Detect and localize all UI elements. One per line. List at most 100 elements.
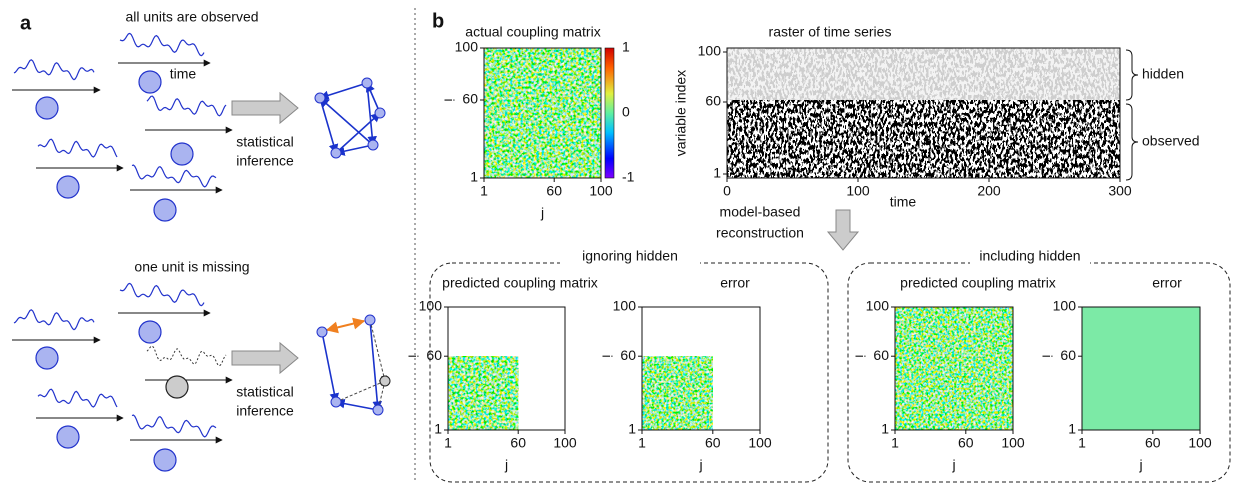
network-edge [325, 317, 366, 334]
time-series [119, 32, 205, 57]
raster-hidden [727, 48, 1120, 100]
x-tick-label: 60 [1145, 435, 1161, 451]
y-tick-label: 1 [628, 421, 636, 437]
y-tick-label: 60 [705, 93, 721, 109]
frame [483, 47, 602, 179]
unit [56, 425, 80, 449]
frame [894, 306, 1014, 431]
x-tick-label: 100 [589, 183, 613, 199]
plot-title: error [720, 275, 750, 291]
heatmap [895, 307, 1013, 430]
hidden-edge [335, 380, 386, 403]
unit [153, 448, 177, 472]
unit [56, 175, 80, 199]
unit [35, 96, 59, 120]
x-tick-label: 300 [1108, 183, 1132, 199]
network-node [372, 404, 384, 416]
x-axis-label: j [1138, 457, 1142, 473]
network-node [364, 314, 376, 326]
brace [1125, 49, 1139, 101]
network-edge [321, 331, 340, 403]
unit [138, 70, 162, 94]
panel-title: one unit is missing [134, 259, 249, 275]
time-series [13, 309, 95, 331]
time-series [131, 164, 217, 188]
x-axis-label: j [951, 457, 955, 473]
y-tick-label: 1 [434, 421, 442, 437]
network-node [330, 396, 342, 408]
x-tick-label: 100 [553, 435, 577, 451]
unit [170, 142, 194, 166]
y-axis-label: i [599, 355, 615, 358]
network-edge [335, 398, 379, 411]
block-arrow [231, 341, 299, 375]
plot-title: predicted coupling matrix [442, 275, 598, 291]
block-arrow [231, 91, 299, 125]
unit [165, 375, 189, 399]
label-bg [970, 248, 1090, 266]
y-tick-label: 60 [873, 347, 889, 363]
region-label: observed [1142, 133, 1200, 149]
y-axis-label: i [1039, 355, 1055, 358]
network-edge [319, 97, 374, 146]
network-edge [335, 112, 381, 154]
y-tick-label: 60 [620, 347, 636, 363]
plot-title: raster of time series [769, 24, 892, 40]
y-tick-label: 100 [613, 298, 637, 314]
y-axis-label: i [405, 355, 421, 358]
colorbar [604, 47, 615, 179]
time-series [13, 59, 95, 81]
raster-observed [727, 100, 1120, 178]
group-title: including hidden [979, 248, 1080, 264]
x-tick-label: 60 [546, 183, 562, 199]
time-series [37, 388, 118, 408]
inference-label: inference [236, 153, 294, 169]
network-node [361, 77, 373, 89]
time-series [37, 138, 118, 158]
y-tick-label: 60 [1060, 347, 1076, 363]
x-axis-label: time [890, 194, 917, 210]
x-axis-label: j [540, 205, 544, 221]
time-series [146, 95, 227, 117]
network-edge [369, 319, 383, 411]
colorbar-label: -1 [622, 169, 635, 185]
x-tick-label: 1 [480, 183, 488, 199]
network-node [367, 139, 379, 151]
frame [1081, 306, 1201, 431]
x-tick-label: 100 [748, 435, 772, 451]
heatmap [642, 356, 713, 430]
panel-label: b [432, 10, 444, 32]
x-tick-label: 60 [705, 435, 721, 451]
network-node [314, 92, 326, 104]
x-tick-label: 1 [891, 435, 899, 451]
y-tick-label: 100 [419, 298, 443, 314]
heatmap [484, 48, 601, 178]
y-tick-label: 100 [866, 298, 890, 314]
x-axis-label: j [504, 457, 508, 473]
network-edge [366, 82, 377, 146]
x-tick-label: 100 [846, 183, 870, 199]
label-bg [560, 248, 700, 266]
plot-title: predicted coupling matrix [900, 275, 1056, 291]
inference-label: statistical [236, 134, 294, 150]
group-title: ignoring hidden [582, 248, 678, 264]
x-tick-label: 1 [638, 435, 646, 451]
hidden-edge [369, 319, 387, 382]
y-tick-label: 1 [713, 165, 721, 181]
time-series [146, 345, 227, 367]
inference-label: inference [236, 403, 294, 419]
inference-label: statistical [236, 384, 294, 400]
frame [447, 306, 566, 431]
colorbar-label: 1 [622, 39, 630, 55]
network-node [330, 147, 342, 159]
network-node [379, 375, 391, 387]
brace [1125, 103, 1139, 181]
panel-title: all units are observed [125, 9, 258, 25]
unit [138, 320, 162, 344]
network-edge [319, 97, 339, 154]
region-label: hidden [1142, 66, 1184, 82]
x-tick-label: 0 [723, 183, 731, 199]
y-axis-label: i [441, 98, 457, 101]
x-axis-label: j [698, 457, 702, 473]
